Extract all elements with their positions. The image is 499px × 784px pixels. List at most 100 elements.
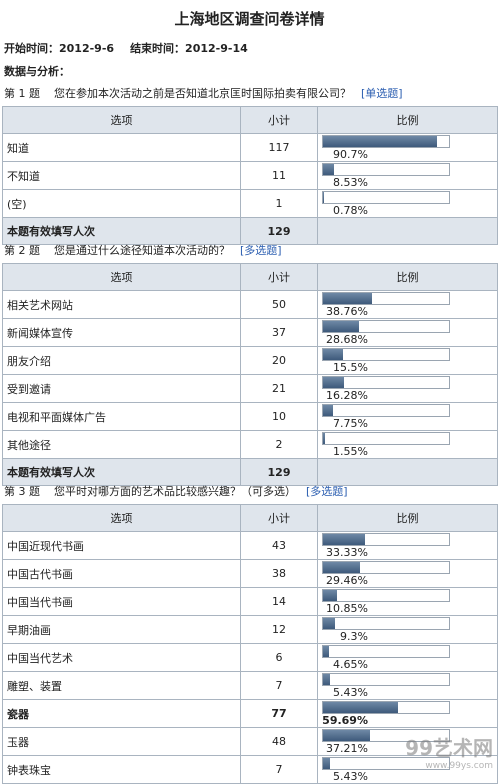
ratio-fill [323,292,372,304]
result-row: 中国古代书画 38 29.46% [2,559,498,588]
column-header: 选项 [2,263,241,291]
ratio-fill [323,533,365,545]
count: 11 [240,161,318,190]
count: 10 [240,402,318,431]
ratio-label: 15.5% [333,361,368,374]
ratio-fill [323,135,438,147]
result-row: 相关艺术网站 50 38.76% [2,290,498,319]
ratio-fill [323,589,337,601]
watermark: 99艺术网 www.99ys.com [405,732,493,771]
ratio-cell: 5.43% [317,671,498,700]
ratio-bar [322,431,450,445]
ratio-fill [323,645,329,657]
ratio-cell: 0.78% [317,189,498,218]
result-row: 受到邀请 21 16.28% [2,374,498,403]
option: 雕塑、装置 [2,671,241,700]
ratio-bar [322,672,450,686]
column-header: 选项 [2,106,241,134]
question-header: 第 1 题 您在参加本次活动之前是否知道北京匡时国际拍卖有限公司？ [单选题] [4,86,403,102]
question-text: 您在参加本次活动之前是否知道北京匡时国际拍卖有限公司？ [54,87,351,100]
count: 48 [240,727,318,756]
ratio-bar [322,700,450,714]
ratio-fill [323,561,361,573]
ratio-label: 5.43% [333,686,368,699]
question-kind[interactable]: [多选题] [306,485,348,498]
result-row: 电视和平面媒体广告 10 7.75% [2,402,498,431]
ratio-cell: 1.55% [317,430,498,459]
ratio-label: 10.85% [326,602,368,615]
result-row: 中国近现代书画 43 33.33% [2,531,498,560]
count: 50 [240,290,318,319]
count: 38 [240,559,318,588]
question-kind[interactable]: [多选题] [240,244,282,257]
start-time: 开始时间：2012-9-6 [4,42,115,55]
ratio-cell: 90.7% [317,133,498,162]
count: 117 [240,133,318,162]
header-row: 选项 小计 比例 [2,106,498,134]
ratio-fill [323,757,330,769]
ratio-label: 90.7% [333,148,368,161]
ratio-label: 4.65% [333,658,368,671]
total-empty [317,217,498,245]
total-count: 129 [240,458,318,486]
column-header: 小计 [240,106,318,134]
ratio-cell: 28.68% [317,318,498,347]
result-row: (空) 1 0.78% [2,189,498,218]
ratio-fill [323,376,344,388]
ratio-label: 1.55% [333,445,368,458]
ratio-fill [323,191,324,203]
result-row: 中国当代书画 14 10.85% [2,587,498,616]
option: 早期油画 [2,615,241,644]
column-header: 选项 [2,504,241,532]
ratio-fill [323,432,325,444]
total-label: 本题有效填写人次 [2,458,241,486]
count: 14 [240,587,318,616]
header-row: 选项 小计 比例 [2,263,498,291]
count: 6 [240,643,318,672]
option: 中国近现代书画 [2,531,241,560]
ratio-bar [322,728,450,742]
result-row: 知道 117 90.7% [2,133,498,162]
count: 77 [240,699,318,728]
count: 43 [240,531,318,560]
ratio-fill [323,701,399,713]
ratio-fill [323,729,370,741]
count: 37 [240,318,318,347]
result-table: 选项 小计 比例 知道 117 90.7% 不知道 11 8.53% (空) 1 0.78% 本题有效填… [2,106,498,245]
watermark-url: www.99ys.com [425,761,493,771]
count: 7 [240,671,318,700]
total-count: 129 [240,217,318,245]
option: 其他途径 [2,430,241,459]
option: 受到邀请 [2,374,241,403]
option: 中国当代书画 [2,587,241,616]
question-kind[interactable]: [单选题] [361,87,403,100]
ratio-label: 37.21% [326,742,368,755]
ratio-cell: 33.33% [317,531,498,560]
ratio-fill [323,404,333,416]
count: 1 [240,189,318,218]
count: 12 [240,615,318,644]
total-row: 本题有效填写人次 129 [2,458,498,486]
ratio-label: 29.46% [326,574,368,587]
ratio-bar [322,616,450,630]
ratio-bar [322,644,450,658]
ratio-label: 28.68% [326,333,368,346]
question-number: 第 3 题 [4,485,40,498]
ratio-fill [323,163,334,175]
ratio-bar [322,319,450,333]
result-row: 新闻媒体宣传 37 28.68% [2,318,498,347]
column-header: 比例 [317,263,498,291]
ratio-cell: 38.76% [317,290,498,319]
option: 中国古代书画 [2,559,241,588]
total-empty [317,458,498,486]
ratio-cell: 4.65% [317,643,498,672]
question-number: 第 1 题 [4,87,40,100]
option: 电视和平面媒体广告 [2,402,241,431]
header-row: 选项 小计 比例 [2,504,498,532]
question-text: 您平时对哪方面的艺术品比较感兴趣？（可多选） [54,485,296,498]
ratio-fill [323,673,330,685]
ratio-bar [322,560,450,574]
column-header: 比例 [317,504,498,532]
question-header: 第 2 题 您是通过什么途径知道本次活动的？ [多选题] [4,243,282,259]
